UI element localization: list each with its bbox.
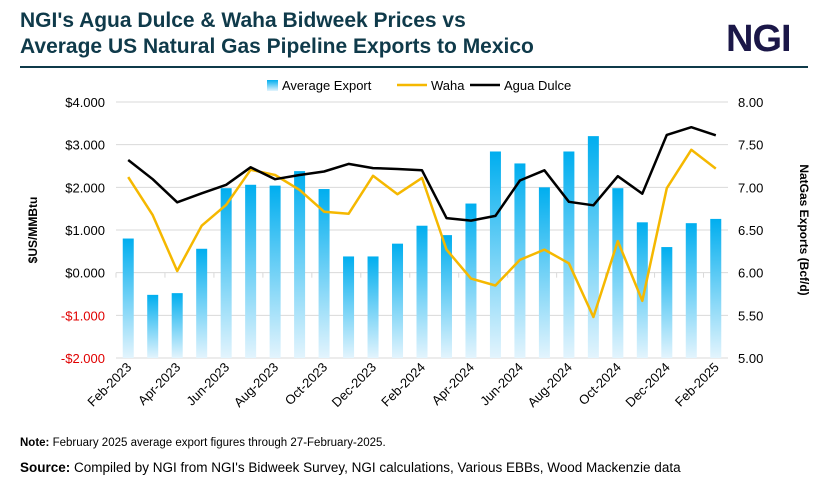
line-agua-dulce	[127, 125, 717, 222]
bar-average-export	[171, 293, 183, 358]
chart-svg: $4.000 8.00 $3.000 7.50 $2.000 7.00 $1.000 6.50…	[26, 78, 811, 410]
bar-average-export	[147, 294, 159, 358]
title-line-1: NGI's Agua Dulce & Waha Bidweek Prices v…	[20, 9, 466, 32]
x-tick-label: Feb-2024	[378, 360, 428, 410]
right-tick-label: 7.00	[738, 180, 763, 195]
bar-average-export	[245, 184, 257, 358]
legend-label-average-export: Average Export	[282, 78, 372, 93]
x-tick-label: Dec-2023	[329, 360, 379, 410]
note-label: Note:	[20, 437, 50, 449]
x-tick-label: Apr-2023	[135, 360, 183, 408]
bar-average-export	[122, 238, 134, 358]
x-tick-label: Jun-2024	[477, 360, 526, 409]
ngi-logo: NGI	[726, 18, 792, 60]
title-line-2: Average US Natural Gas Pipeline Exports …	[20, 35, 534, 58]
right-tick-label: 5.50	[738, 308, 763, 323]
bar-average-export	[636, 222, 648, 358]
left-tick-label: $1.000	[65, 223, 105, 238]
bar-average-export	[294, 171, 306, 358]
right-tick-label: 7.50	[738, 138, 763, 153]
left-axis-title: $US/MMBtu	[26, 197, 40, 264]
bar-average-export	[685, 223, 697, 358]
chart-title: NGI's Agua Dulce & Waha Bidweek Prices v…	[20, 8, 534, 60]
bar-average-export	[416, 225, 428, 358]
bar-average-export	[196, 248, 208, 358]
left-tick-label: $0.000	[65, 266, 105, 281]
title-divider	[20, 66, 808, 68]
bar-average-export	[538, 187, 550, 358]
source-label: Source:	[20, 460, 71, 475]
source-text: Compiled by NGI from NGI's Bidweek Surve…	[70, 460, 681, 475]
x-tick-label: Apr-2024	[429, 360, 477, 408]
bar-average-export	[465, 203, 477, 358]
x-tick-label: Feb-2025	[672, 360, 722, 410]
x-tick-label: Dec-2024	[622, 360, 672, 410]
bar-average-export	[710, 218, 722, 358]
bar-average-export	[440, 235, 452, 358]
x-tick-label: Aug-2023	[231, 360, 281, 410]
bar-average-export	[563, 151, 575, 358]
x-tick-label: Oct-2024	[576, 360, 624, 408]
x-tick-label: Feb-2023	[84, 360, 134, 410]
bar-average-export	[489, 151, 501, 358]
note-text: February 2025 average export figures thr…	[49, 437, 386, 449]
legend-swatch-average-export	[267, 80, 278, 91]
legend-label-waha: Waha	[431, 78, 465, 93]
right-tick-label: 8.00	[738, 95, 763, 110]
left-tick-label: -$2.000	[61, 351, 105, 366]
legend-label-agua-dulce: Agua Dulce	[504, 78, 571, 93]
bar-average-export	[343, 256, 355, 358]
bar-average-export	[661, 247, 673, 358]
right-axis-title: NatGas Exports (Bcf/d)	[797, 164, 811, 295]
note: Note: February 2025 average export figur…	[20, 437, 386, 449]
left-tick-label: $2.000	[65, 180, 105, 195]
right-tick-label: 6.50	[738, 223, 763, 238]
left-tick-label: $4.000	[65, 95, 105, 110]
bar-average-export	[269, 185, 281, 358]
x-tick-label: Aug-2024	[525, 360, 575, 410]
bar-average-export	[318, 189, 330, 358]
bar-average-export	[367, 256, 379, 358]
bar-average-export	[392, 243, 404, 358]
right-tick-label: 5.00	[738, 351, 763, 366]
right-tick-label: 6.00	[738, 266, 763, 281]
bar-average-export	[220, 188, 232, 358]
bar-average-export	[612, 188, 624, 358]
left-tick-label: $3.000	[65, 138, 105, 153]
x-tick-label: Jun-2023	[183, 360, 232, 409]
left-tick-label: -$1.000	[61, 308, 105, 323]
bar-average-export	[587, 136, 599, 358]
x-tick-label: Oct-2023	[282, 360, 330, 408]
source: Source: Compiled by NGI from NGI's Bidwe…	[20, 460, 681, 475]
